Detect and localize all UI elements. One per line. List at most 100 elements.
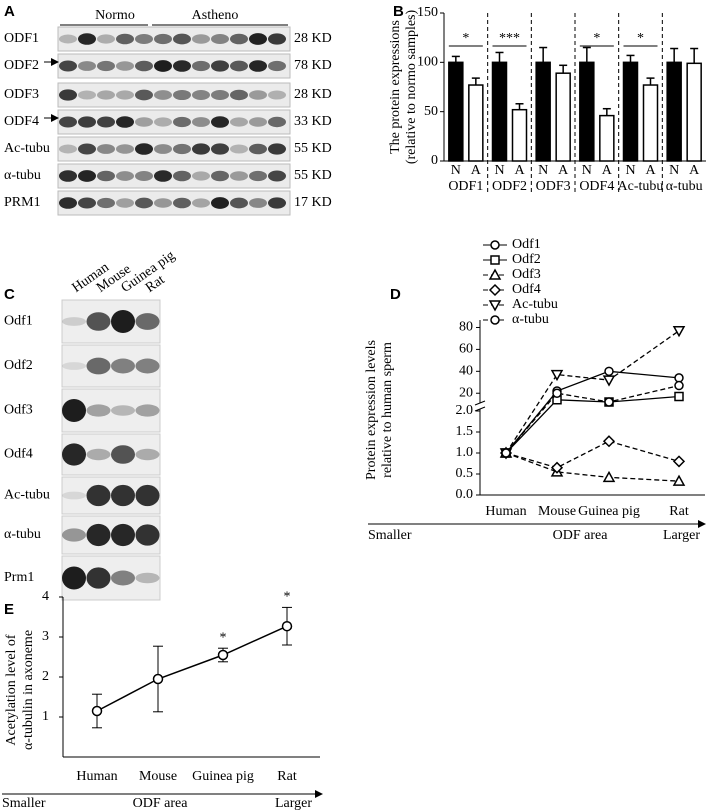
- significance: *: [462, 31, 469, 46]
- y-axis-label: relative to human sperm: [380, 342, 395, 478]
- y-tick-label: 0.5: [456, 466, 474, 481]
- row-label: Ac-tubu: [4, 141, 50, 156]
- y-axis-label: The protein expressions: [388, 20, 403, 154]
- blot-band: [173, 143, 191, 155]
- blot-band: [173, 170, 191, 182]
- blot-band: [78, 61, 96, 71]
- row-label: Odf4: [4, 447, 33, 462]
- blot-band: [192, 60, 210, 72]
- legend-marker: [490, 240, 500, 250]
- blot-band: [135, 448, 160, 461]
- axis-break: [474, 400, 486, 406]
- bar: [468, 84, 484, 162]
- blot-band: [111, 309, 135, 334]
- blot-band: [249, 90, 267, 100]
- blot-band: [173, 116, 191, 128]
- series-label: N: [451, 163, 461, 178]
- marker: [91, 705, 103, 717]
- group-label: Normo: [95, 8, 135, 23]
- series-label: A: [558, 163, 569, 178]
- legend-label: Ac-tubu: [512, 297, 558, 312]
- blot-band: [268, 116, 286, 128]
- series-line: [505, 395, 680, 454]
- significance: *: [284, 590, 291, 605]
- x-tick-label: Guinea pig: [578, 504, 640, 519]
- y-tick-label: 2.0: [456, 403, 474, 418]
- blot-band: [97, 144, 115, 154]
- bar: [686, 62, 702, 162]
- y-tick-label: 3: [42, 629, 49, 644]
- blot-band: [111, 358, 135, 374]
- significance: *: [220, 630, 227, 645]
- blot-band: [230, 89, 248, 101]
- series-line: [505, 384, 680, 454]
- x-tick-label: ODF2: [492, 179, 527, 194]
- x-tick-label: Mouse: [538, 504, 576, 519]
- y-tick-label: 150: [417, 5, 438, 20]
- blot-band: [135, 33, 153, 45]
- bar: [642, 84, 659, 162]
- row-label: α-tubu: [4, 168, 41, 183]
- y-tick-label: 1.0: [456, 445, 474, 460]
- blot-band: [268, 170, 286, 182]
- marker: [604, 366, 614, 377]
- blot-band: [116, 171, 134, 181]
- blot-band: [230, 60, 248, 72]
- size-label: 78 KD: [294, 58, 332, 73]
- row-label: Odf2: [4, 358, 33, 373]
- marker: [674, 373, 684, 383]
- blot-band: [268, 60, 286, 72]
- blot-band: [78, 143, 96, 155]
- blot-band: [59, 170, 77, 182]
- series-label: A: [471, 163, 482, 178]
- blot-band: [211, 170, 229, 182]
- marker: [550, 369, 564, 382]
- blot-band: [86, 448, 111, 461]
- blot-band: [135, 313, 160, 330]
- y-axis-label: Protein expression levels: [364, 340, 379, 480]
- blot-band: [268, 143, 286, 155]
- series-line: [505, 370, 680, 454]
- series-line: [505, 330, 680, 454]
- series-label: N: [669, 163, 679, 178]
- blot-band: [97, 170, 115, 182]
- marker: [217, 649, 229, 661]
- blot-band: [192, 90, 210, 100]
- blot-band: [97, 60, 115, 72]
- marker: [501, 448, 511, 458]
- blot-band: [135, 404, 160, 417]
- row-label: Odf1: [4, 314, 33, 329]
- row-label: ODF4: [4, 114, 39, 129]
- size-label: 55 KD: [294, 168, 332, 183]
- blot-band: [135, 358, 160, 374]
- blot-band: [154, 170, 172, 182]
- blot-band: [62, 491, 86, 500]
- blot-band: [78, 90, 96, 100]
- blot-band: [86, 312, 111, 331]
- blot-band: [192, 117, 210, 127]
- blot-band: [249, 170, 267, 182]
- legend-label: α-tubu: [512, 312, 549, 327]
- x-tick-label: Rat: [277, 769, 297, 784]
- blot-band: [211, 116, 229, 128]
- blot-band: [230, 197, 248, 209]
- blot-band: [97, 34, 115, 44]
- bar: [555, 72, 571, 162]
- axis-break: [474, 406, 486, 412]
- blot-band: [62, 443, 86, 466]
- series-line: [505, 452, 680, 482]
- blot-band: [59, 197, 77, 209]
- blot-band: [62, 398, 86, 423]
- blot-band: [62, 566, 86, 590]
- axis-note: ODF area: [553, 528, 609, 543]
- blot-band: [135, 89, 153, 101]
- size-label: 55 KD: [294, 141, 332, 156]
- legend-marker: [488, 300, 502, 312]
- marker: [602, 375, 616, 387]
- legend-label: Odf1: [512, 237, 541, 252]
- y-axis-label: Acetylation level of: [4, 634, 19, 746]
- series-label: A: [602, 163, 613, 178]
- x-tick-label: Rat: [669, 504, 689, 519]
- blot-band: [268, 33, 286, 45]
- legend-marker: [490, 255, 500, 265]
